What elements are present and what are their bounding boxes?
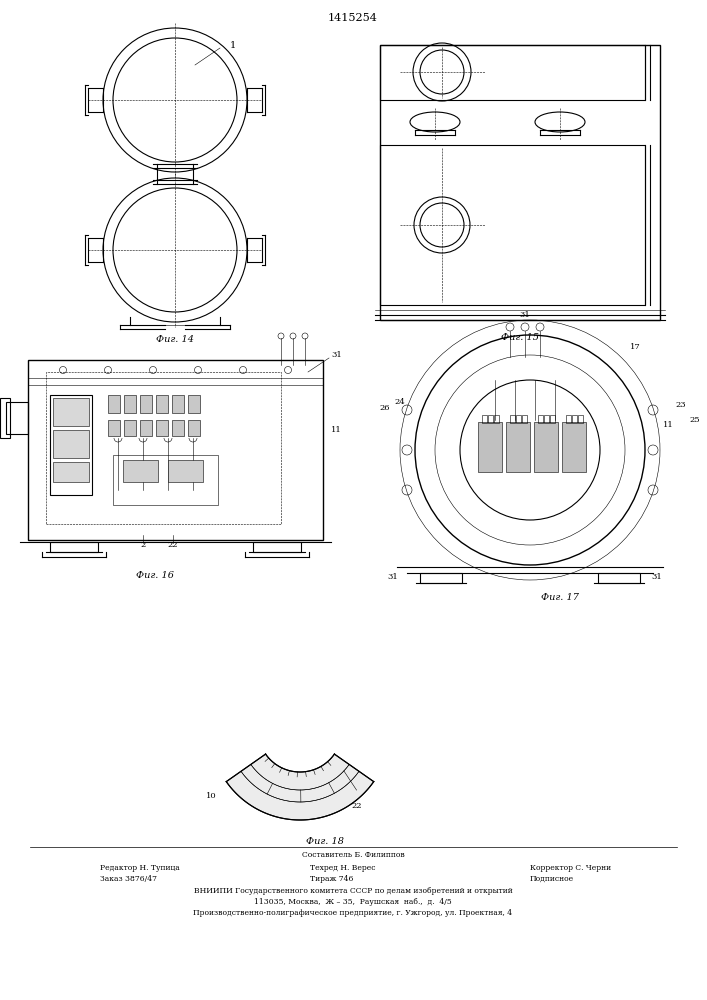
Bar (188, 395, 200, 413)
Text: Техред Н. Верес: Техред Н. Верес (310, 864, 375, 872)
Text: 26: 26 (380, 404, 390, 412)
Bar (140, 420, 152, 436)
Bar (123, 460, 158, 482)
Bar (572, 415, 577, 423)
Bar (156, 395, 168, 413)
Text: 11: 11 (331, 426, 341, 434)
Bar (478, 422, 502, 472)
Text: 11: 11 (663, 421, 674, 429)
Bar (488, 415, 493, 423)
Bar (140, 395, 152, 413)
Text: 113035, Москва,  Ж – 35,  Раушская  наб.,  д.  4/5: 113035, Москва, Ж – 35, Раушская наб., д… (254, 898, 452, 906)
Text: 31: 31 (331, 351, 341, 359)
Bar (0, 398, 10, 438)
Text: 23: 23 (675, 401, 686, 409)
Text: Составитель Б. Филиппов: Составитель Б. Филиппов (302, 851, 404, 859)
Bar (50, 395, 92, 495)
Text: Производственно-полиграфическое предприятие, г. Ужгород, ул. Проектная, 4: Производственно-полиграфическое предприя… (194, 909, 513, 917)
Text: 22: 22 (168, 541, 178, 549)
Text: 31: 31 (520, 311, 530, 319)
Bar (172, 420, 184, 436)
Text: ВНИИПИ Государственного комитета СССР по делам изобретений и открытий: ВНИИПИ Государственного комитета СССР по… (194, 887, 513, 895)
Bar (28, 360, 323, 540)
Bar (544, 415, 549, 423)
Bar (550, 415, 555, 423)
Bar (46, 372, 281, 524)
Bar (188, 420, 200, 436)
Bar (516, 415, 521, 423)
Text: Фиг. 17: Фиг. 17 (541, 592, 579, 601)
Bar (494, 415, 499, 423)
Text: 22: 22 (351, 802, 362, 810)
Bar (124, 420, 136, 436)
Bar (538, 415, 543, 423)
Bar (53, 398, 89, 426)
Bar (53, 430, 89, 458)
Bar (108, 395, 120, 413)
Bar (578, 415, 583, 423)
Bar (380, 45, 660, 320)
Bar (510, 415, 515, 423)
Bar (156, 420, 168, 436)
Bar (124, 395, 136, 413)
Text: Тираж 746: Тираж 746 (310, 875, 354, 883)
Bar (108, 420, 120, 436)
Text: Фиг. 15: Фиг. 15 (501, 334, 539, 342)
Bar (53, 462, 89, 482)
Text: Фиг. 18: Фиг. 18 (306, 838, 344, 846)
Text: 25: 25 (689, 416, 700, 424)
Text: 31: 31 (652, 573, 662, 581)
Text: 24: 24 (395, 398, 405, 406)
Bar (566, 415, 571, 423)
Text: 31: 31 (387, 573, 398, 581)
Text: Фиг. 16: Фиг. 16 (136, 570, 174, 580)
Bar (562, 422, 586, 472)
PathPatch shape (226, 754, 374, 820)
Bar (598, 573, 640, 583)
Text: 17: 17 (630, 343, 641, 351)
Text: Фиг. 14: Фиг. 14 (156, 334, 194, 344)
Text: 10: 10 (206, 792, 217, 800)
Bar (380, 145, 645, 305)
Bar (253, 542, 301, 552)
Text: 1415254: 1415254 (328, 13, 378, 23)
Bar (420, 573, 462, 583)
Bar (113, 455, 218, 505)
Text: Подписное: Подписное (530, 875, 574, 883)
Text: Корректор С. Черни: Корректор С. Черни (530, 864, 611, 872)
Bar (506, 422, 530, 472)
Text: 2: 2 (141, 541, 146, 549)
Bar (168, 460, 203, 482)
Bar (482, 415, 487, 423)
Text: Заказ 3876/47: Заказ 3876/47 (100, 875, 157, 883)
Bar (522, 415, 527, 423)
Bar (172, 395, 184, 413)
Bar (6, 402, 28, 434)
Text: Редактор Н. Тупица: Редактор Н. Тупица (100, 864, 180, 872)
Bar (534, 422, 558, 472)
Bar (380, 45, 645, 100)
Text: 1: 1 (230, 40, 236, 49)
Bar (50, 542, 98, 552)
